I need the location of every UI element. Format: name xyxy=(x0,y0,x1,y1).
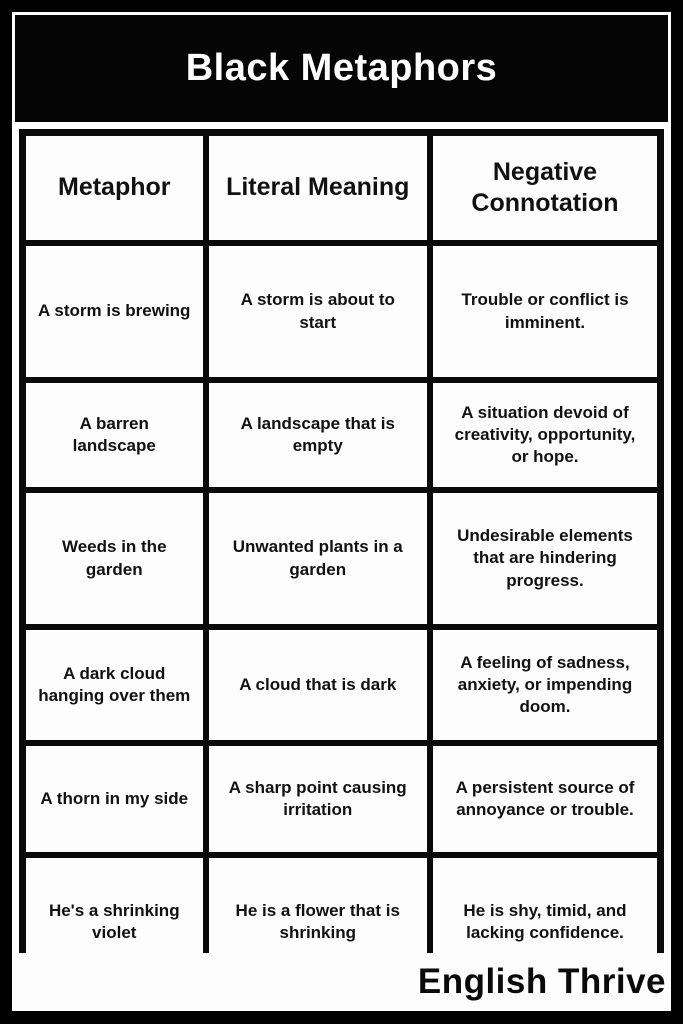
table-body: A storm is brewing A storm is about to s… xyxy=(19,240,664,993)
table-row: Weeds in the garden Unwanted plants in a… xyxy=(19,487,664,630)
header-row: Metaphor Literal Meaning Negative Connot… xyxy=(19,129,664,246)
table-row: A storm is brewing A storm is about to s… xyxy=(19,240,664,383)
table-row: A thorn in my side A sharp point causing… xyxy=(19,740,664,858)
content-frame: Black Metaphors Metaphor Literal Meaning… xyxy=(12,12,671,1011)
title-banner: Black Metaphors xyxy=(15,15,668,122)
header-negative-connotation: Negative Connotation xyxy=(426,129,664,246)
brand-name: English Thrive xyxy=(417,962,666,1001)
table-row: A dark cloud hanging over them A cloud t… xyxy=(19,624,664,746)
cell-literal-meaning: A storm is about to start xyxy=(202,240,433,383)
header-metaphor: Metaphor xyxy=(19,129,209,246)
table-header: Metaphor Literal Meaning Negative Connot… xyxy=(19,129,664,246)
cell-metaphor: A storm is brewing xyxy=(19,240,209,383)
cell-negative-connotation: A persistent source of annoyance or trou… xyxy=(426,740,664,858)
page-title: Black Metaphors xyxy=(185,47,498,89)
cell-metaphor: Weeds in the garden xyxy=(19,487,209,630)
cell-metaphor: A dark cloud hanging over them xyxy=(19,624,209,746)
table-row: A barren landscape A landscape that is e… xyxy=(19,377,664,493)
cell-metaphor: A barren landscape xyxy=(19,377,209,493)
cell-literal-meaning: A sharp point causing irritation xyxy=(202,740,433,858)
metaphors-table: Metaphor Literal Meaning Negative Connot… xyxy=(19,129,664,993)
cell-negative-connotation: A situation devoid of creativity, opport… xyxy=(426,377,664,493)
cell-negative-connotation: Trouble or conflict is imminent. xyxy=(426,240,664,383)
cell-literal-meaning: A cloud that is dark xyxy=(202,624,433,746)
header-literal-meaning: Literal Meaning xyxy=(202,129,433,246)
cell-negative-connotation: Undesirable elements that are hindering … xyxy=(426,487,664,630)
footer: English Thrive xyxy=(12,953,671,1011)
cell-literal-meaning: A landscape that is empty xyxy=(202,377,433,493)
cell-literal-meaning: Unwanted plants in a garden xyxy=(202,487,433,630)
cell-metaphor: A thorn in my side xyxy=(19,740,209,858)
cell-negative-connotation: A feeling of sadness, anxiety, or impend… xyxy=(426,624,664,746)
